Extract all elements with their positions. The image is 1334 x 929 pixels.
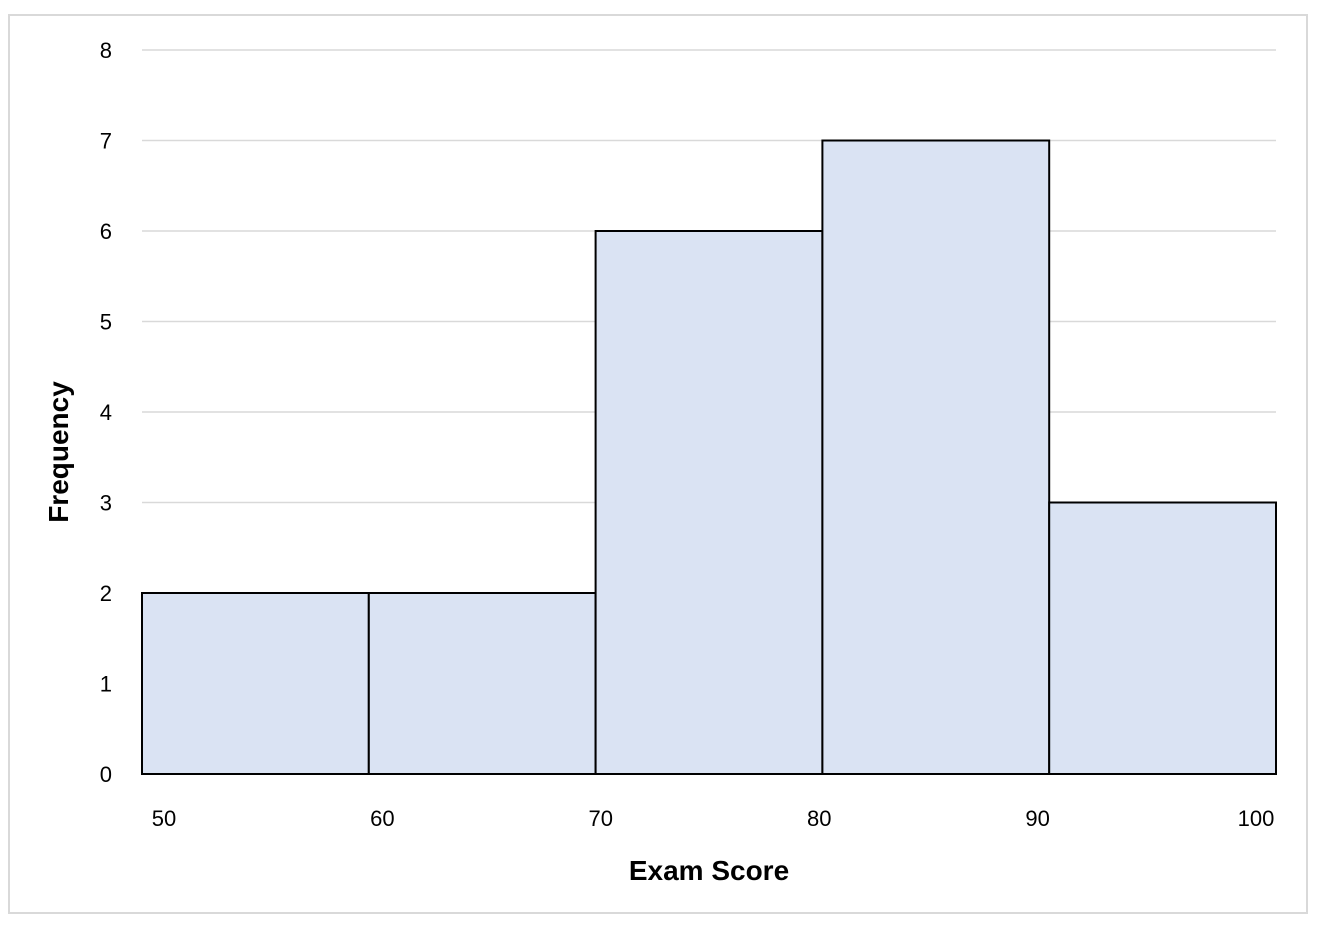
bar-60-70 bbox=[367, 592, 597, 775]
y-tick-1: 1 bbox=[100, 672, 112, 697]
x-axis-title: Exam Score bbox=[629, 855, 789, 886]
bars bbox=[141, 139, 1277, 775]
x-tick-60: 60 bbox=[370, 806, 394, 831]
y-tick-4: 4 bbox=[100, 400, 112, 425]
bar-80-90 bbox=[821, 139, 1051, 775]
y-tick-labels: 0 1 2 3 4 5 6 7 8 bbox=[100, 38, 112, 787]
y-tick-5: 5 bbox=[100, 310, 112, 335]
x-tick-70: 70 bbox=[589, 806, 613, 831]
y-tick-2: 2 bbox=[100, 581, 112, 606]
x-tick-90: 90 bbox=[1025, 806, 1049, 831]
bar-50-60 bbox=[141, 592, 370, 775]
y-axis-title: Frequency bbox=[43, 381, 74, 523]
x-tick-80: 80 bbox=[807, 806, 831, 831]
x-tick-100: 100 bbox=[1238, 806, 1275, 831]
y-tick-8: 8 bbox=[100, 38, 112, 63]
y-tick-7: 7 bbox=[100, 129, 112, 154]
bar-70-80 bbox=[594, 230, 824, 775]
bar-90-100 bbox=[1048, 501, 1277, 775]
y-tick-6: 6 bbox=[100, 219, 112, 244]
y-tick-0: 0 bbox=[100, 762, 112, 787]
x-tick-labels: 50 60 70 80 90 100 bbox=[152, 806, 1275, 831]
x-tick-50: 50 bbox=[152, 806, 176, 831]
y-tick-3: 3 bbox=[100, 491, 112, 516]
